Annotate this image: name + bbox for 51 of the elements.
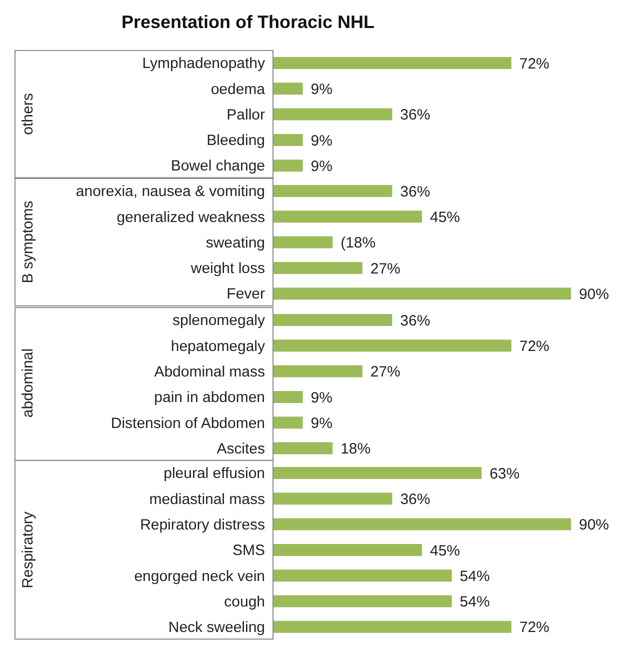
- data-label: 27%: [370, 260, 400, 278]
- data-label: 45%: [430, 209, 460, 226]
- y-tick-label: sweating: [206, 234, 266, 252]
- data-label: 72%: [519, 337, 550, 354]
- y-tick-label: oedema: [210, 80, 266, 98]
- data-label: 36%: [400, 106, 430, 124]
- data-label: 9%: [310, 80, 332, 98]
- data-label: 36%: [400, 184, 430, 201]
- data-label: 36%: [400, 491, 430, 508]
- y-tick-label: generalized weakness: [116, 209, 266, 226]
- data-label: 45%: [430, 542, 460, 560]
- data-label: 27%: [370, 363, 400, 380]
- y-tick-label: hepatomegaly: [170, 337, 266, 354]
- y-tick-label: Bowel change: [170, 158, 266, 175]
- y-axis-title: Respiratory: [20, 512, 36, 589]
- data-label: 9%: [310, 388, 332, 406]
- y-tick-label: Ascites: [216, 440, 265, 457]
- data-label: 9%: [310, 158, 332, 175]
- y-tick-label: SMS: [232, 542, 265, 560]
- y-tick-label: Abdominal mass: [154, 362, 265, 380]
- data-label: 54%: [460, 568, 490, 586]
- y-tick-label: Lymphadenopathy: [142, 55, 266, 72]
- y-tick-label: Distension of Abdomen: [110, 414, 265, 432]
- y-tick-label: pleural effusion: [164, 466, 265, 483]
- y-tick-label: Bleeding: [206, 132, 266, 150]
- data-label: 63%: [490, 466, 520, 483]
- y-tick-label: anorexia, nausea & vomiting: [76, 183, 266, 200]
- chart-title: Presentation of Thoracic NHL: [120, 11, 376, 34]
- y-tick-label: engorged neck vein: [134, 568, 265, 586]
- data-label: 72%: [519, 620, 550, 637]
- y-tick-label: mediastinal mass: [149, 491, 265, 508]
- data-label: 9%: [310, 414, 332, 432]
- y-tick-label: cough: [224, 594, 265, 611]
- data-label: 54%: [460, 594, 490, 611]
- y-tick-label: Fever: [226, 286, 266, 303]
- data-label: 9%: [310, 132, 332, 150]
- y-tick-label: pain in abdomen: [154, 388, 265, 406]
- y-tick-label: weight loss: [190, 260, 266, 278]
- y-tick-label: Pallor: [226, 106, 266, 124]
- data-label: 18%: [340, 440, 371, 458]
- data-label: 90%: [578, 286, 609, 304]
- data-label: 90%: [578, 517, 609, 534]
- data-label: 36%: [400, 312, 430, 329]
- data-label: (18%: [340, 234, 376, 252]
- y-axis-title: B symptoms: [20, 201, 36, 284]
- y-axis-title: abdominal: [20, 348, 36, 418]
- y-tick-label: splenomegaly: [172, 312, 266, 329]
- y-tick-label: Neck sweeling: [168, 619, 265, 636]
- data-label: 72%: [519, 55, 550, 72]
- y-axis-title: others: [20, 93, 36, 135]
- y-tick-label: Repiratory distress: [140, 516, 265, 534]
